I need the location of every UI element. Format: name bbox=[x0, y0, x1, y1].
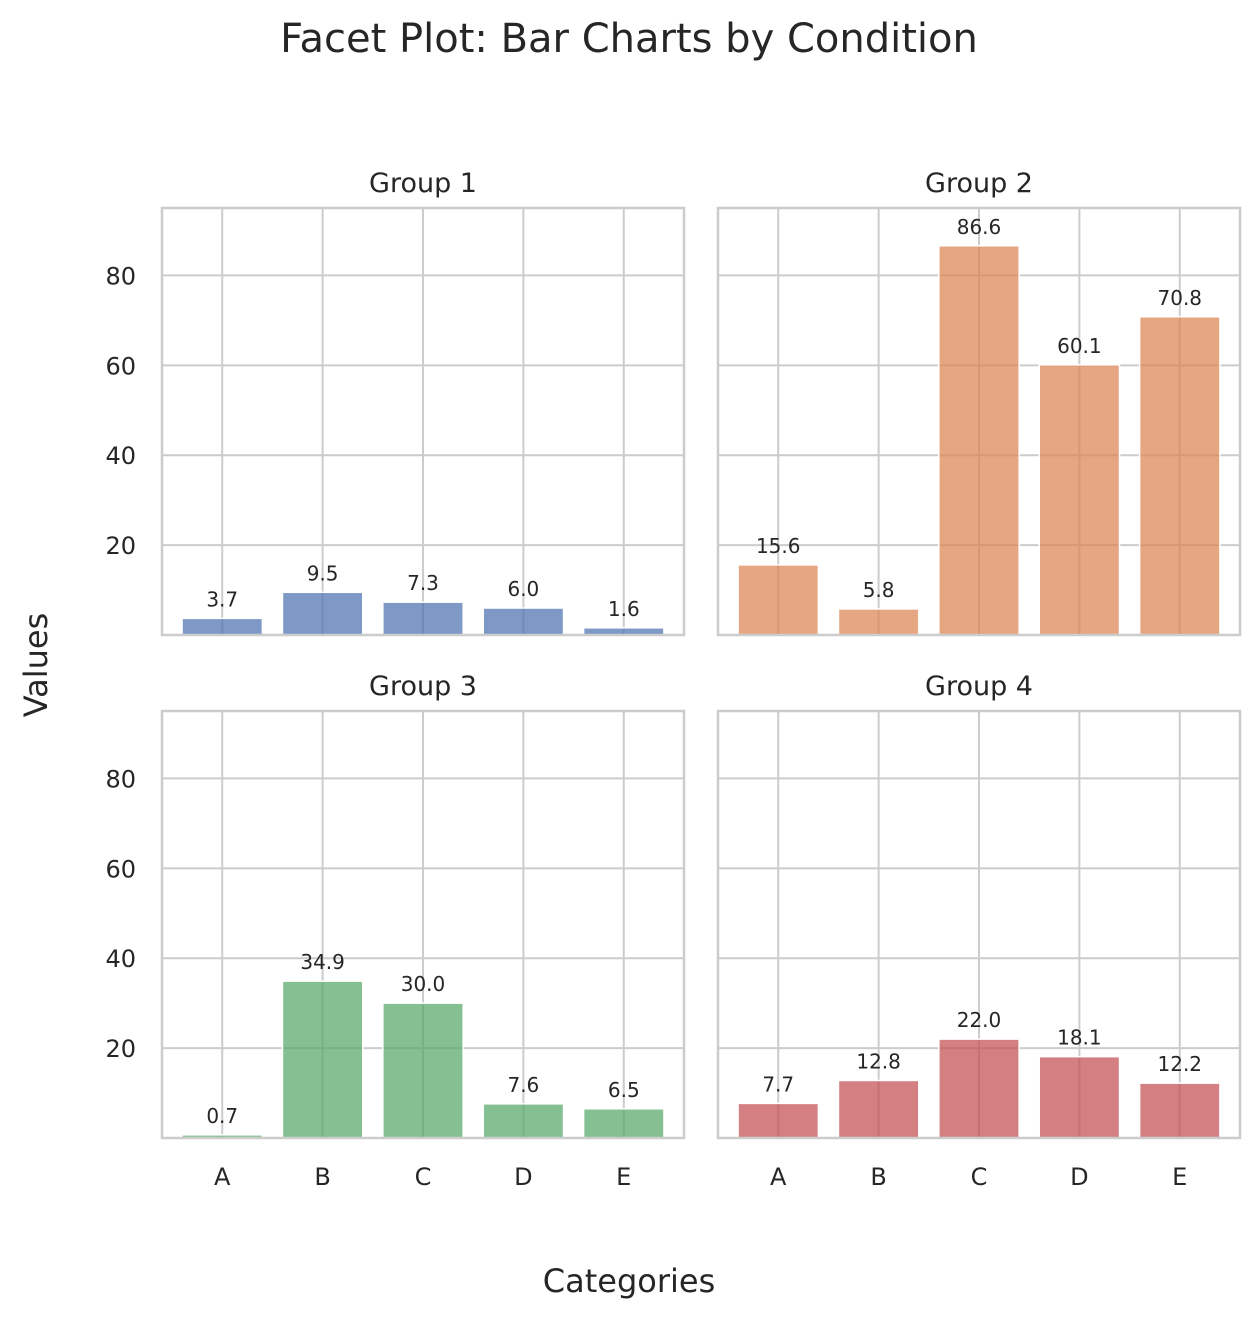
bar-a bbox=[737, 1102, 820, 1139]
panels: 3.7 9.5 7.3 6.0 1.6 Group 1 20 40 60 80 15.6 5.8 86.… bbox=[105, 168, 1242, 1191]
y-tick-label: 60 bbox=[105, 855, 136, 883]
bar-value-label: 7.7 bbox=[762, 1072, 794, 1096]
bar-b bbox=[281, 591, 364, 636]
bar-e bbox=[582, 1108, 665, 1139]
bar-value-label: 3.7 bbox=[206, 587, 238, 611]
bar-e bbox=[1138, 316, 1221, 636]
bar-value-label: 7.3 bbox=[407, 571, 439, 595]
x-tick-label: B bbox=[314, 1163, 330, 1191]
bar-value-label: 70.8 bbox=[1158, 286, 1203, 310]
x-tick-label: C bbox=[415, 1163, 432, 1191]
bar-c bbox=[382, 1002, 464, 1139]
x-tick-label: B bbox=[870, 1163, 886, 1191]
panel-frame bbox=[160, 206, 686, 637]
y-tick-label: 60 bbox=[105, 352, 136, 380]
bar-value-label: 12.2 bbox=[1158, 1052, 1203, 1076]
bar-value-label: 7.6 bbox=[507, 1073, 539, 1097]
bar-value-label: 60.1 bbox=[1057, 334, 1102, 358]
panel-frame bbox=[160, 709, 686, 1140]
x-axis-label: Categories bbox=[543, 1262, 715, 1300]
bar-value-label: 30.0 bbox=[401, 972, 446, 996]
panel-title: Group 3 bbox=[369, 671, 477, 702]
y-tick-label: 40 bbox=[105, 442, 136, 470]
panel-1: 3.7 9.5 7.3 6.0 1.6 Group 1 20 40 60 80 bbox=[105, 168, 686, 637]
bar-value-label: 0.7 bbox=[206, 1104, 238, 1128]
y-tick-label: 80 bbox=[105, 262, 136, 290]
bar-c bbox=[938, 245, 1020, 636]
panel-frame bbox=[716, 709, 1242, 1140]
x-tick-label: C bbox=[971, 1163, 988, 1191]
bar-value-label: 5.8 bbox=[863, 578, 895, 602]
bar-value-label: 22.0 bbox=[957, 1008, 1002, 1032]
bar-value-label: 15.6 bbox=[756, 534, 801, 558]
bar-value-label: 86.6 bbox=[957, 215, 1002, 239]
panel-frame bbox=[716, 206, 1242, 637]
panel-title: Group 4 bbox=[925, 671, 1033, 702]
bar-value-label: 6.0 bbox=[507, 577, 539, 601]
bar-a bbox=[181, 617, 264, 636]
bar-value-label: 34.9 bbox=[300, 950, 345, 974]
bar-e bbox=[1138, 1082, 1221, 1139]
bar-b bbox=[837, 608, 920, 636]
x-tick-label: D bbox=[1070, 1163, 1088, 1191]
bar-c bbox=[938, 1038, 1020, 1139]
bar-d bbox=[482, 607, 565, 636]
bar-d bbox=[482, 1103, 565, 1139]
bar-value-label: 12.8 bbox=[856, 1049, 901, 1073]
y-tick-label: 20 bbox=[105, 1035, 136, 1063]
panel-3: 0.7 34.9 30.0 7.6 6.5 Group 3 20 40 60 80 A B C D E bbox=[105, 671, 686, 1191]
y-axis-label: Values bbox=[17, 613, 55, 718]
y-tick-label: 40 bbox=[105, 945, 136, 973]
y-tick-label: 20 bbox=[105, 532, 136, 560]
bar-d bbox=[1038, 364, 1121, 636]
bar-a bbox=[737, 564, 820, 636]
bar-c bbox=[382, 601, 464, 636]
x-tick-label: E bbox=[616, 1163, 631, 1191]
bar-b bbox=[837, 1079, 920, 1139]
bar-value-label: 1.6 bbox=[608, 597, 640, 621]
bar-value-label: 9.5 bbox=[307, 561, 339, 585]
panel-2: 15.6 5.8 86.6 60.1 70.8 Group 2 bbox=[716, 168, 1242, 637]
panel-4: 7.7 12.8 22.0 18.1 12.2 Group 4 A B C D E bbox=[716, 671, 1242, 1191]
x-tick-label: D bbox=[514, 1163, 532, 1191]
figure-title: Facet Plot: Bar Charts by Condition bbox=[280, 16, 978, 62]
x-tick-label: A bbox=[214, 1163, 231, 1191]
bar-value-label: 18.1 bbox=[1057, 1026, 1102, 1050]
bar-value-label: 6.5 bbox=[608, 1078, 640, 1102]
bar-d bbox=[1038, 1055, 1121, 1139]
x-tick-label: E bbox=[1172, 1163, 1187, 1191]
x-tick-label: A bbox=[770, 1163, 787, 1191]
panel-title: Group 2 bbox=[925, 168, 1033, 199]
y-tick-label: 80 bbox=[105, 765, 136, 793]
bar-b bbox=[281, 980, 364, 1139]
panel-title: Group 1 bbox=[369, 168, 477, 199]
